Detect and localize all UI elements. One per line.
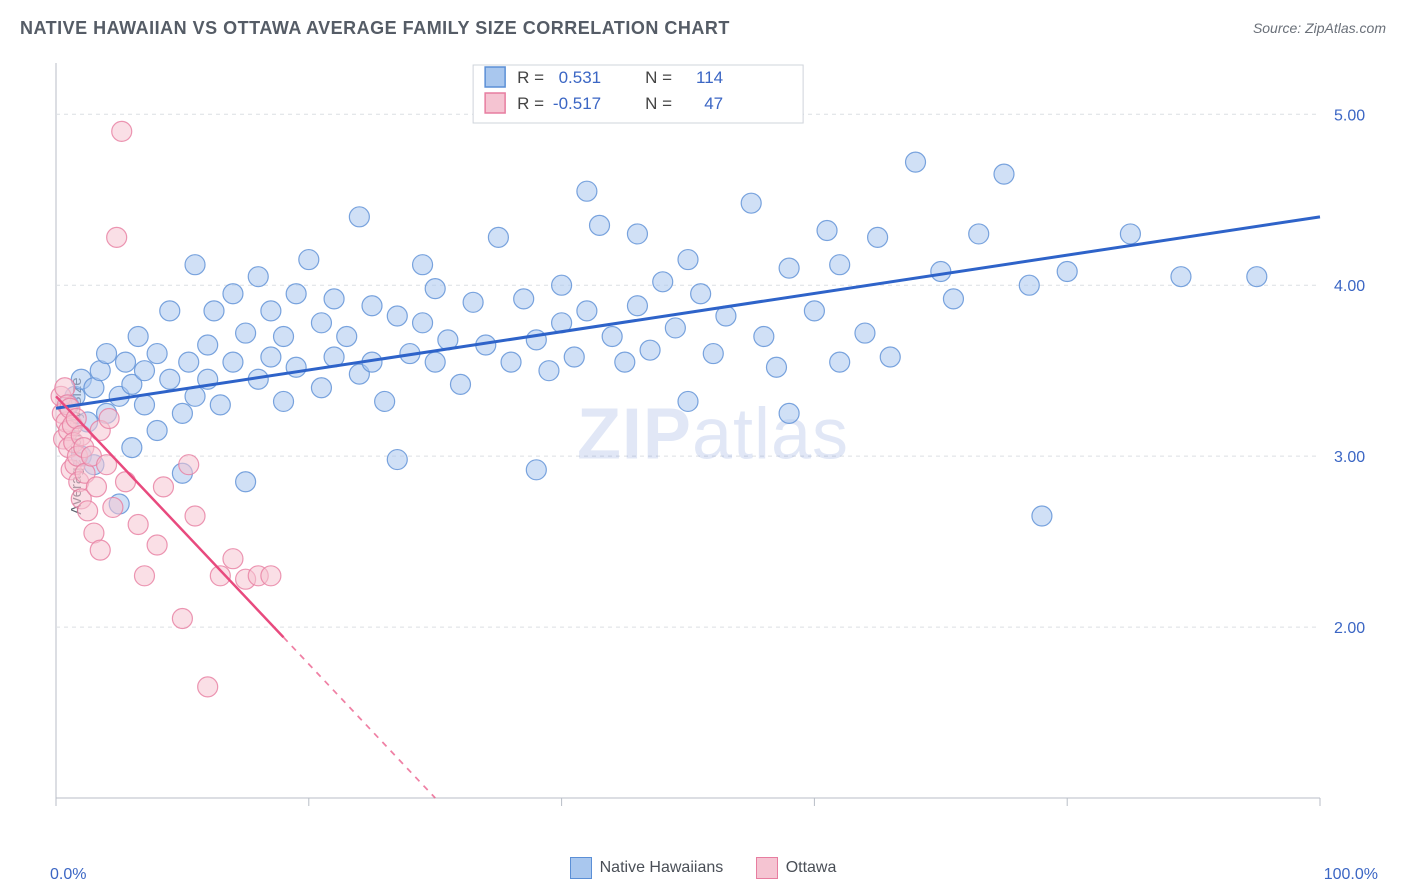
svg-text:5.00: 5.00 [1334, 107, 1365, 124]
chart-area: 2.00 3.00 4.00 5.00 ZIPatlas R = 0.531 N = 114 R … [48, 58, 1378, 828]
series-Ottawa [51, 121, 281, 697]
svg-text:R =: R = [517, 68, 544, 87]
svg-text:2.00: 2.00 [1334, 620, 1365, 637]
svg-text:ZIPatlas: ZIPatlas [577, 394, 849, 474]
legend: Native Hawaiians Ottawa [0, 857, 1406, 884]
svg-text:N =: N = [645, 68, 672, 87]
svg-text:N =: N = [645, 94, 672, 113]
svg-text:0.531: 0.531 [559, 68, 602, 87]
svg-text:3.00: 3.00 [1334, 449, 1365, 466]
svg-text:R =: R = [517, 94, 544, 113]
legend-label-hawaiians: Native Hawaiians [600, 859, 724, 877]
svg-text:47: 47 [704, 94, 723, 113]
svg-text:114: 114 [696, 68, 723, 87]
legend-item-ottawa: Ottawa [756, 857, 837, 879]
legend-swatch-hawaiians [570, 857, 592, 879]
scatter-chart: 2.00 3.00 4.00 5.00 ZIPatlas R = 0.531 N = 114 R … [48, 58, 1378, 828]
chart-source: Source: ZipAtlas.com [1253, 20, 1386, 36]
svg-text:-0.517: -0.517 [553, 94, 601, 113]
legend-label-ottawa: Ottawa [786, 859, 837, 877]
chart-header: NATIVE HAWAIIAN VS OTTAWA AVERAGE FAMILY… [20, 18, 1386, 48]
svg-text:4.00: 4.00 [1334, 278, 1365, 295]
legend-swatch-ottawa [756, 857, 778, 879]
chart-title: NATIVE HAWAIIAN VS OTTAWA AVERAGE FAMILY… [20, 18, 730, 38]
legend-item-hawaiians: Native Hawaiians [570, 857, 724, 879]
